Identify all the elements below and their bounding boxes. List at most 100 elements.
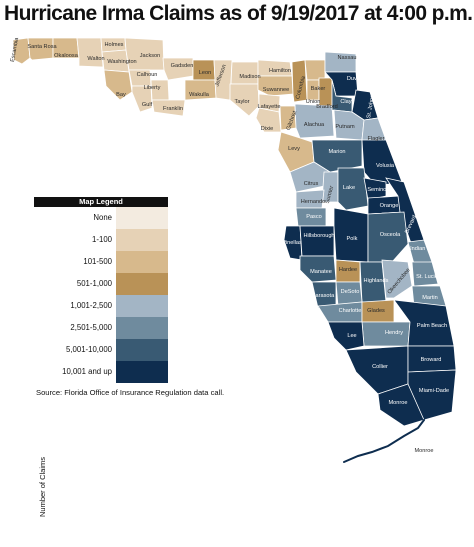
- county-label: Hamilton: [269, 68, 291, 74]
- map-legend: Map Legend None 1-100 101-500 501-1,000 1,00…: [34, 197, 168, 383]
- legend-axis-label: Number of Claims: [38, 457, 47, 518]
- county-label: Liberty: [144, 85, 161, 91]
- legend-title: Map Legend: [34, 197, 168, 207]
- legend-row: 501-1,000: [34, 273, 168, 295]
- legend-swatch: [116, 273, 168, 295]
- county-label: Alachua: [304, 122, 325, 128]
- legend-row: 2,501-5,000: [34, 317, 168, 339]
- county-label: Martin: [422, 295, 438, 301]
- county-label: Broward: [421, 357, 442, 363]
- county-label: Gulf: [142, 102, 153, 108]
- county-gadsden: [162, 57, 194, 81]
- county-madison: [230, 61, 259, 85]
- county-dixie: [255, 107, 282, 133]
- county-label: Gadsden: [171, 63, 194, 69]
- county-osceola: [367, 211, 409, 263]
- legend-row-label: 101-500: [83, 257, 112, 266]
- county-label: Lee: [347, 333, 356, 339]
- county-alachua: [294, 103, 335, 139]
- county-label: Polk: [347, 236, 358, 242]
- county-label: Seminole: [367, 187, 390, 193]
- county-clay: [331, 79, 353, 113]
- county-lake: [337, 167, 369, 211]
- legend-row: 101-500: [34, 251, 168, 273]
- county-label-monroe-keys: Monroe: [415, 448, 434, 454]
- county-label: DeSoto: [341, 289, 360, 295]
- county-label: Volusia: [376, 163, 395, 169]
- county-label: Franklin: [163, 106, 183, 112]
- county-label: Charlotte: [339, 308, 362, 314]
- legend-row-label: 1,001-2,500: [70, 301, 112, 310]
- county-walton: [76, 37, 104, 68]
- county-label: Pasco: [306, 214, 322, 220]
- county-label: Hendry: [385, 330, 403, 336]
- legend-row-label: 10,001 and up: [62, 367, 112, 376]
- county-santa-rosa: [27, 37, 54, 61]
- county-label: Taylor: [235, 99, 250, 105]
- legend-body: None 1-100 101-500 501-1,000 1,001-2,500 2,50…: [34, 207, 168, 383]
- legend-row-label: 2,501-5,000: [70, 323, 112, 332]
- county-label: Highlands: [364, 278, 389, 284]
- county-bradford: [318, 77, 333, 107]
- legend-row-label: 5,001-10,000: [66, 345, 112, 354]
- county-label: Dixie: [261, 126, 273, 132]
- county-label: Hardee: [339, 267, 357, 273]
- county-label: Palm Beach: [417, 323, 447, 329]
- county-label: Union: [306, 99, 321, 105]
- county-label: Wakulla: [189, 92, 210, 98]
- county-label: Escambia: [10, 36, 20, 62]
- legend-row: None: [34, 207, 168, 229]
- legend-row-label: 501-1,000: [76, 279, 112, 288]
- legend-swatch: [116, 229, 168, 251]
- county-gulf: [131, 85, 153, 113]
- county-label: Flagler: [367, 136, 384, 142]
- county-volusia: [361, 139, 403, 187]
- county-st-lucie: [411, 261, 439, 287]
- county-label: Leon: [199, 70, 211, 76]
- county-label: Clay: [340, 99, 351, 105]
- county-label: Suwannee: [263, 87, 289, 93]
- county-indian-river: [407, 239, 433, 265]
- county-escambia: [12, 37, 31, 65]
- county-manatee: [299, 255, 337, 283]
- county-label: Levy: [288, 146, 300, 152]
- county-okeechobee: [381, 259, 413, 299]
- legend-swatch: [116, 295, 168, 317]
- county-label: Hillsborough: [303, 233, 334, 239]
- legend-swatch: [116, 251, 168, 273]
- county-label: Collier: [372, 364, 388, 370]
- county-label: Walton: [87, 56, 104, 62]
- county-taylor: [229, 83, 260, 117]
- legend-row-label: None: [93, 213, 112, 222]
- county-label: Calhoun: [137, 72, 158, 78]
- legend-swatch: [116, 317, 168, 339]
- county-label: Monroe: [389, 400, 408, 406]
- source-note: Source: Florida Office of Insurance Regu…: [36, 388, 225, 397]
- county-pinellas: [283, 225, 303, 261]
- county-suwannee: [257, 75, 294, 97]
- county-lee: [327, 321, 365, 351]
- county-label: Glades: [367, 308, 385, 314]
- county-label: Baker: [311, 86, 326, 92]
- county-label: Citrus: [304, 181, 319, 187]
- county-label: Sumter: [325, 185, 335, 204]
- county-label: Sarasota: [312, 293, 335, 299]
- county-label: Lake: [343, 185, 355, 191]
- county-columbia: [291, 59, 308, 103]
- legend-row: 1-100: [34, 229, 168, 251]
- county-label: Duval: [347, 76, 361, 82]
- county-label: Holmes: [105, 42, 124, 48]
- legend-swatch: [116, 207, 168, 229]
- county-label: St. Lucie: [416, 274, 438, 280]
- county-label: Santa Rosa: [27, 44, 57, 50]
- county-label: Washington: [107, 59, 136, 65]
- county-label: Pinellas: [282, 240, 302, 246]
- county-label: Osceola: [380, 232, 401, 238]
- legend-row: 5,001-10,000: [34, 339, 168, 361]
- legend-swatch: [116, 339, 168, 361]
- county-monroe: [377, 383, 425, 427]
- county-label: Madison: [239, 74, 260, 80]
- county-label: Indian River: [410, 246, 440, 252]
- county-franklin: [151, 99, 186, 117]
- county-label: Hernando: [301, 199, 326, 205]
